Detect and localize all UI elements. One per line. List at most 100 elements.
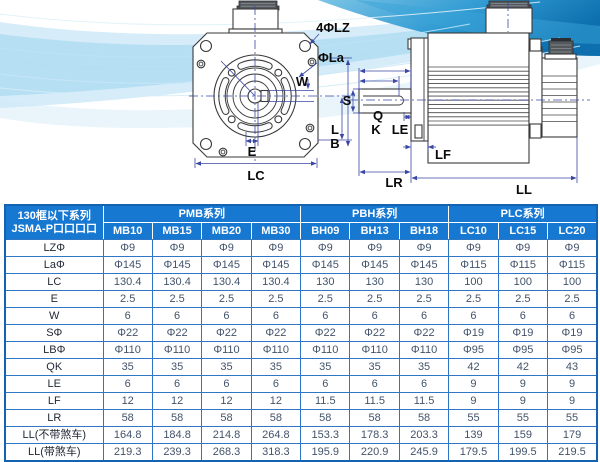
spec-cell: 35 (349, 358, 400, 376)
model-header-mb30: MB30 (250, 222, 302, 240)
spec-cell: 11.5 (300, 392, 351, 410)
model-header-bh18: BH18 (398, 222, 450, 240)
row-label: LaΦ (4, 256, 104, 274)
spec-cell: Φ9 (448, 239, 499, 257)
spec-cell: 130 (349, 273, 400, 291)
spec-cell: Φ145 (102, 256, 153, 274)
model-header-lc15: LC15 (497, 222, 549, 240)
spec-cell: Φ9 (102, 239, 153, 257)
spec-cell: Φ22 (398, 324, 450, 342)
spec-cell: Φ9 (300, 239, 351, 257)
spec-cell: Φ95 (547, 341, 598, 359)
spec-cell: 9 (547, 375, 598, 393)
spec-cell: Φ9 (349, 239, 400, 257)
spec-cell: 9 (448, 392, 499, 410)
spec-cell: 12 (201, 392, 252, 410)
dim-label-q: Q (373, 108, 383, 123)
spec-cell: Φ145 (300, 256, 351, 274)
dim-label-4philz: 4ΦLZ (316, 20, 350, 35)
dim-label-phila: ΦLa (318, 50, 345, 65)
table-row: LZΦ Φ9 Φ9 Φ9 Φ9 Φ9 Φ9 Φ9 Φ9 Φ9 Φ9 (4, 239, 598, 257)
spec-cell: 58 (250, 409, 302, 427)
spec-cell: Φ9 (497, 239, 549, 257)
spec-cell: 100 (547, 273, 598, 291)
side-dimensions (350, 67, 578, 183)
table-row: SΦ Φ22 Φ22 Φ22 Φ22 Φ22 Φ22 Φ22 Φ19 Φ19 Φ19 (4, 324, 598, 342)
spec-cell: 6 (398, 375, 450, 393)
spec-cell: Φ9 (547, 239, 598, 257)
spec-cell: Φ95 (448, 341, 499, 359)
spec-cell: 178.3 (349, 426, 400, 444)
spec-cell: 6 (448, 307, 499, 325)
spec-cell: 35 (201, 358, 252, 376)
dim-label-e: E (248, 144, 257, 159)
spec-cell: Φ95 (497, 341, 549, 359)
table-row: LF 12 12 12 12 11.5 11.5 11.5 9 9 9 (4, 392, 598, 410)
spec-cell: Φ115 (497, 256, 549, 274)
table-row: LC 130.4 130.4 130.4 130.4 130 130 130 100 100 100 (4, 273, 598, 291)
spec-table-wrap: 130框以下系列 JSMA-P口口口口 PMB系列 PBH系列 PLC系列 MB… (4, 204, 598, 462)
spec-table: 130框以下系列 JSMA-P口口口口 PMB系列 PBH系列 PLC系列 MB… (4, 204, 598, 462)
spec-cell: Φ22 (300, 324, 351, 342)
spec-cell: Φ9 (151, 239, 203, 257)
spec-cell: Φ22 (201, 324, 252, 342)
spec-cell: 239.3 (151, 443, 203, 462)
spec-cell: Φ9 (398, 239, 450, 257)
row-label: LC (4, 273, 104, 291)
dim-label-l: L (331, 122, 339, 137)
dim-label-lr: LR (385, 175, 403, 190)
row-label: LF (4, 392, 104, 410)
spec-cell: 6 (398, 307, 450, 325)
mounting-holes (199, 39, 312, 151)
dim-label-lc: LC (247, 168, 265, 183)
spec-cell: 12 (250, 392, 302, 410)
table-row: LR 58 58 58 58 58 58 58 55 55 55 (4, 409, 598, 427)
spec-cell: 58 (300, 409, 351, 427)
spec-cell: 35 (102, 358, 153, 376)
spec-cell: 42 (448, 358, 499, 376)
row-label: SΦ (4, 324, 104, 342)
spec-cell: 6 (151, 375, 203, 393)
spec-cell: 130 (398, 273, 450, 291)
spec-cell: Φ22 (151, 324, 203, 342)
dim-label-ll: LL (516, 182, 532, 197)
spec-cell: 35 (250, 358, 302, 376)
spec-cell: 159 (497, 426, 549, 444)
spec-cell: Φ145 (201, 256, 252, 274)
spec-cell: 184.8 (151, 426, 203, 444)
spec-cell: 318.3 (250, 443, 302, 462)
group-header-plc: PLC系列 (448, 204, 598, 223)
connector-top-side (485, 0, 533, 34)
spec-cell: 58 (201, 409, 252, 427)
spec-cell: 12 (151, 392, 203, 410)
table-row: LL(带煞车) 219.3 239.3 268.3 318.3 195.9 220.9 245… (4, 443, 598, 462)
spec-cell: 6 (497, 307, 549, 325)
spec-cell: 2.5 (250, 290, 302, 308)
connector-rear (544, 38, 577, 60)
spec-cell: 11.5 (398, 392, 450, 410)
model-header-bh09: BH09 (300, 222, 351, 240)
spec-cell: 2.5 (547, 290, 598, 308)
model-header-mb10: MB10 (102, 222, 153, 240)
spec-cell: 268.3 (201, 443, 252, 462)
spec-cell: Φ145 (250, 256, 302, 274)
spec-cell: 6 (349, 307, 400, 325)
spec-cell: 179 (547, 426, 598, 444)
spec-cell: 130 (300, 273, 351, 291)
spec-cell: 219.3 (102, 443, 153, 462)
spec-cell: 164.8 (102, 426, 153, 444)
motor-drawings: 4ΦLZ ΦLa W S Q K LE L B E LC LF LR LL (189, 0, 590, 197)
spec-cell: 2.5 (300, 290, 351, 308)
spec-cell: 2.5 (349, 290, 400, 308)
spec-cell: 9 (497, 375, 549, 393)
spec-cell: 42 (497, 358, 549, 376)
spec-cell: 100 (497, 273, 549, 291)
table-row: LBΦ Φ110 Φ110 Φ110 Φ110 Φ110 Φ110 Φ110 Φ95 Φ95 Φ95 (4, 341, 598, 359)
table-row: QK 35 35 35 35 35 35 35 42 42 43 (4, 358, 598, 376)
spec-cell: 35 (151, 358, 203, 376)
spec-cell: 9 (448, 375, 499, 393)
spec-cell: 11.5 (349, 392, 400, 410)
dim-label-b: B (330, 136, 339, 151)
